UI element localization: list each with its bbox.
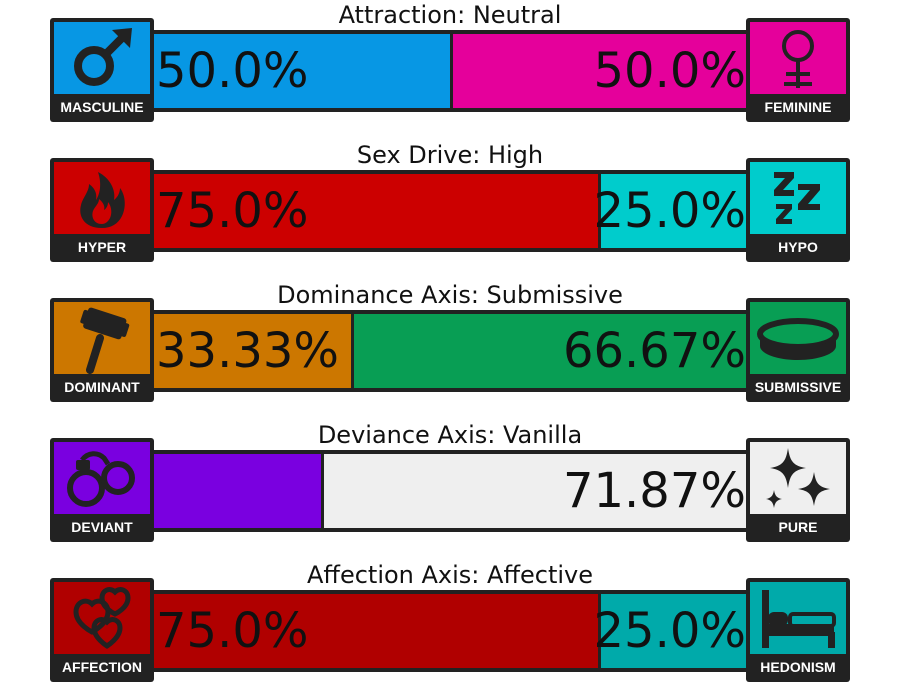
- badge-label: FEMININE: [764, 99, 832, 115]
- badge-masculine: MASCULINE: [50, 18, 154, 122]
- badge-hyper: HYPER: [50, 158, 154, 262]
- axis-dominance: Dominance Axis: Submissive 33.33% 66.67%…: [50, 280, 850, 402]
- right-percent: 25.0%: [593, 183, 746, 239]
- axis-attraction: Attraction: Neutral 50.0% 50.0% MASCULIN…: [50, 0, 850, 122]
- axis-title: Sex Drive: High: [356, 141, 544, 169]
- badge-label: MASCULINE: [60, 99, 144, 115]
- axis-title: Affection Axis: Affective: [307, 561, 593, 589]
- right-percent: 66.67%: [562, 323, 746, 379]
- axis-sex-drive: Sex Drive: High 75.0% 25.0% HYPER HYPO: [50, 140, 850, 262]
- badge-label: SUBMISSIVE: [754, 379, 842, 395]
- badge-label: HEDONISM: [760, 659, 836, 675]
- flame-icon: [54, 162, 150, 234]
- badge-label: AFFECTION: [61, 659, 143, 675]
- badge-submissive: SUBMISSIVE: [746, 298, 850, 402]
- badge-deviant: DEVIANT: [50, 438, 154, 542]
- left-segment: [154, 594, 598, 668]
- right-segment: [601, 594, 746, 668]
- left-percent: 50.0%: [156, 43, 309, 99]
- left-segment: [154, 454, 321, 528]
- right-percent: 50.0%: [593, 43, 746, 99]
- left-percent: 75.0%: [156, 183, 309, 239]
- right-segment: [324, 454, 746, 528]
- male-symbol-icon: [54, 22, 150, 94]
- axis-affection: Affection Axis: Affective 75.0% 25.0% AF…: [50, 560, 850, 682]
- collar-icon: [750, 302, 846, 374]
- sparkles-icon: [750, 442, 846, 514]
- badge-pure: PURE: [746, 438, 850, 542]
- left-segment: [154, 314, 351, 388]
- left-percent: 75.0%: [156, 603, 309, 659]
- right-segment: [601, 174, 746, 248]
- female-symbol-icon: [750, 22, 846, 94]
- sleep-zzz-icon: [750, 162, 846, 234]
- right-percent: 71.87%: [562, 463, 746, 519]
- badge-dominant: DOMINANT: [50, 298, 154, 402]
- right-percent: 25.0%: [593, 603, 746, 659]
- badge-affection: AFFECTION: [50, 578, 154, 682]
- axis-bar: 50.0% 50.0%: [150, 30, 750, 112]
- hearts-icon: [54, 582, 150, 654]
- axis-bar: 75.0% 25.0%: [150, 170, 750, 252]
- badge-label: HYPO: [778, 239, 818, 255]
- axis-title: Deviance Axis: Vanilla: [317, 421, 583, 449]
- badge-label: PURE: [778, 519, 818, 535]
- badge-label: DOMINANT: [64, 379, 140, 395]
- badge-label: DEVIANT: [71, 519, 133, 535]
- left-segment: [154, 174, 598, 248]
- axis-bar: 33.33% 66.67%: [150, 310, 750, 392]
- badge-hedonism: HEDONISM: [746, 578, 850, 682]
- axis-deviance: Deviance Axis: Vanilla 71.87% DEVIANT PU…: [50, 420, 850, 542]
- right-segment: [453, 34, 746, 108]
- gavel-icon: [54, 302, 150, 374]
- badge-label: HYPER: [77, 239, 127, 255]
- left-segment: [154, 34, 450, 108]
- badge-feminine: FEMININE: [746, 18, 850, 122]
- axis-title: Dominance Axis: Submissive: [277, 281, 623, 309]
- axis-bar: 75.0% 25.0%: [150, 590, 750, 672]
- axis-bar: 71.87%: [150, 450, 750, 532]
- left-percent: 33.33%: [156, 323, 340, 379]
- handcuffs-icon: [54, 442, 150, 514]
- axis-title: Attraction: Neutral: [338, 1, 562, 29]
- badge-hypo: HYPO: [746, 158, 850, 262]
- bed-icon: [750, 582, 846, 654]
- right-segment: [354, 314, 746, 388]
